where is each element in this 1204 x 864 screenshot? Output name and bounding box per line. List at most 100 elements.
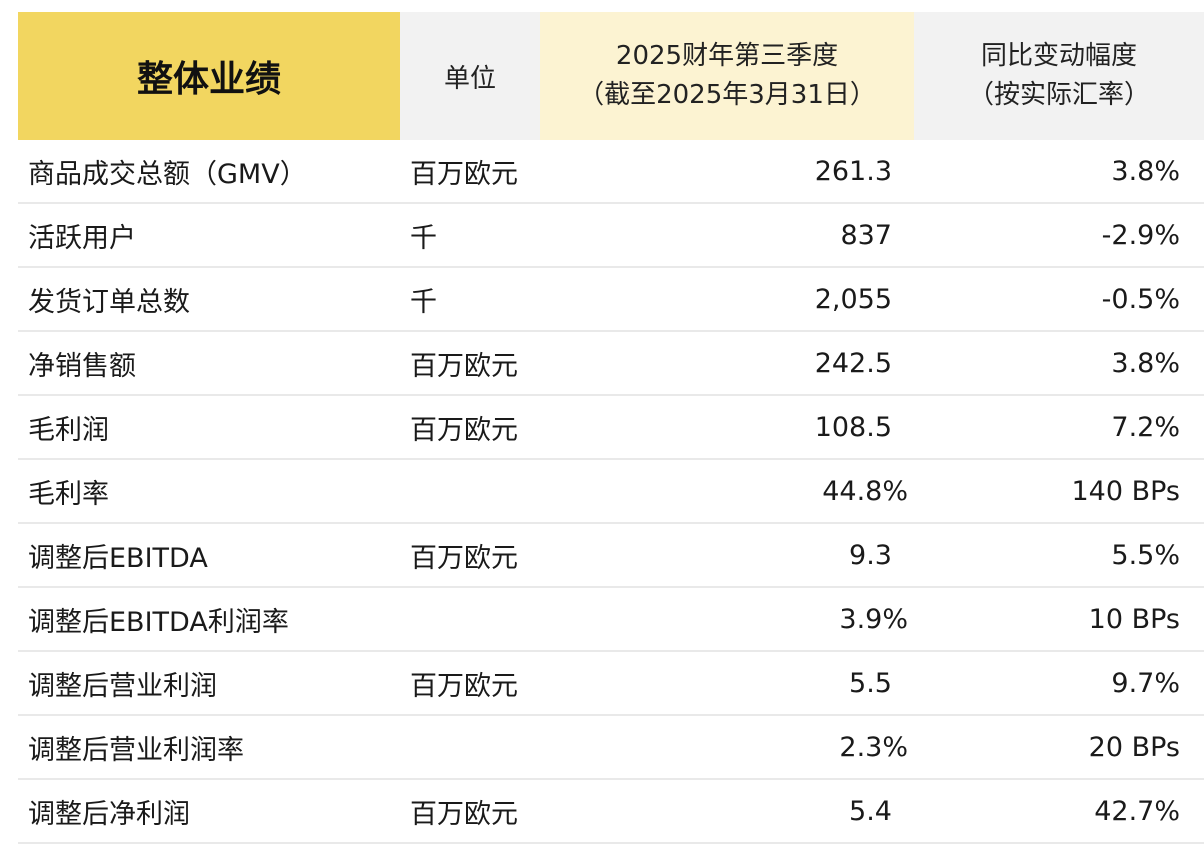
metric-unit-text: 百万欧元: [410, 414, 518, 446]
metric-value-text: 5.4: [849, 795, 892, 827]
metric-value-text: 9.3: [849, 539, 892, 571]
metric-yoy-text: 7.2%: [1111, 411, 1180, 443]
metric-label: 调整后净利润: [18, 780, 400, 842]
metric-yoy-text: -0.5%: [1101, 283, 1180, 315]
metric-unit: 千: [400, 204, 540, 266]
metric-yoy: 140 BPs: [914, 460, 1204, 522]
metric-label-text: 调整后EBITDA: [28, 542, 208, 574]
table-row: 毛利率 44.8% 140 BPs: [18, 460, 1204, 524]
metric-value: 242.5: [540, 332, 914, 394]
table-row: 活跃用户 千 837 -2.9%: [18, 204, 1204, 268]
table-title: 整体业绩: [18, 12, 400, 140]
metric-label: 毛利润: [18, 396, 400, 458]
metric-unit: 千: [400, 268, 540, 330]
metric-value: 5.4: [540, 780, 914, 842]
metric-unit: 百万欧元: [400, 332, 540, 394]
metric-unit: 百万欧元: [400, 396, 540, 458]
metric-unit-text: 千: [410, 286, 437, 318]
metric-unit-text: 百万欧元: [410, 350, 518, 382]
header-quarter-line2: （截至2025年3月31日）: [578, 80, 876, 110]
header-quarter: 2025财年第三季度 （截至2025年3月31日）: [540, 12, 914, 140]
table-row: 调整后营业利润 百万欧元 5.5 9.7%: [18, 652, 1204, 716]
metric-yoy-text: 9.7%: [1111, 667, 1180, 699]
table-header: 整体业绩 单位 2025财年第三季度 （截至2025年3月31日） 同比变动幅度…: [18, 12, 1204, 140]
metric-label-text: 净销售额: [28, 350, 136, 382]
table-row: 毛利润 百万欧元 108.5 7.2%: [18, 396, 1204, 460]
metric-value: 2,055: [540, 268, 914, 330]
metric-label: 发货订单总数: [18, 268, 400, 330]
metric-unit: [400, 716, 540, 778]
metric-unit: 百万欧元: [400, 140, 540, 202]
metric-label: 调整后营业利润率: [18, 716, 400, 778]
metric-label-text: 调整后EBITDA利润率: [28, 606, 289, 638]
metric-yoy: 9.7%: [914, 652, 1204, 714]
metric-yoy-text: 42.7%: [1094, 795, 1180, 827]
metric-label-text: 发货订单总数: [28, 286, 190, 318]
metric-value-text: 5.5: [849, 667, 892, 699]
metric-unit-text: 千: [410, 222, 437, 254]
metric-value-text: 108.5: [814, 411, 892, 443]
metric-yoy: 7.2%: [914, 396, 1204, 458]
table-row: 商品成交总额（GMV） 百万欧元 261.3 3.8%: [18, 140, 1204, 204]
metric-unit-text: 百万欧元: [410, 670, 518, 702]
table-row: 调整后EBITDA利润率 3.9% 10 BPs: [18, 588, 1204, 652]
metric-yoy-text: 20 BPs: [1088, 731, 1180, 763]
header-unit: 单位: [400, 12, 540, 140]
metric-label: 调整后EBITDA: [18, 524, 400, 586]
metric-value: 9.3: [540, 524, 914, 586]
metric-yoy: -0.5%: [914, 268, 1204, 330]
metric-value-text: 44.8%: [822, 475, 908, 507]
header-yoy-line1: 同比变动幅度: [980, 41, 1137, 71]
metric-label-text: 调整后营业利润率: [28, 734, 244, 766]
metric-yoy-text: -2.9%: [1101, 219, 1180, 251]
metric-yoy-text: 10 BPs: [1088, 603, 1180, 635]
metric-yoy: 3.8%: [914, 140, 1204, 202]
performance-table: 整体业绩 单位 2025财年第三季度 （截至2025年3月31日） 同比变动幅度…: [18, 12, 1204, 844]
table-body: 商品成交总额（GMV） 百万欧元 261.3 3.8% 活跃用户千 837 -2.9% 发货订…: [18, 140, 1204, 844]
table-row: 调整后净利润 百万欧元 5.4 42.7%: [18, 780, 1204, 844]
metric-value-text: 2,055: [814, 283, 892, 315]
header-yoy-line2: （按实际汇率）: [967, 80, 1150, 110]
metric-yoy-text: 5.5%: [1111, 539, 1180, 571]
table-row: 净销售额 百万欧元 242.5 3.8%: [18, 332, 1204, 396]
header-yoy: 同比变动幅度 （按实际汇率）: [914, 12, 1204, 140]
metric-yoy: 42.7%: [914, 780, 1204, 842]
metric-yoy: -2.9%: [914, 204, 1204, 266]
metric-unit: 百万欧元: [400, 524, 540, 586]
metric-label: 调整后EBITDA利润率: [18, 588, 400, 650]
metric-yoy: 20 BPs: [914, 716, 1204, 778]
metric-yoy: 5.5%: [914, 524, 1204, 586]
metric-label: 净销售额: [18, 332, 400, 394]
metric-unit: 百万欧元: [400, 652, 540, 714]
metric-label: 调整后营业利润: [18, 652, 400, 714]
table-row: 调整后EBITDA 百万欧元 9.3 5.5%: [18, 524, 1204, 588]
header-quarter-line1: 2025财年第三季度: [615, 41, 839, 71]
metric-label: 活跃用户: [18, 204, 400, 266]
table-row: 调整后营业利润率 2.3% 20 BPs: [18, 716, 1204, 780]
metric-yoy-text: 140 BPs: [1071, 475, 1180, 507]
metric-value: 2.3%: [540, 716, 914, 778]
metric-unit-text: 百万欧元: [410, 542, 518, 574]
metric-value: 837: [540, 204, 914, 266]
metric-label: 毛利率: [18, 460, 400, 522]
table-row: 发货订单总数 千 2,055 -0.5%: [18, 268, 1204, 332]
metric-unit: [400, 588, 540, 650]
metric-yoy: 3.8%: [914, 332, 1204, 394]
metric-unit-text: 百万欧元: [410, 158, 518, 190]
metric-unit: 百万欧元: [400, 780, 540, 842]
metric-label-text: 调整后营业利润: [28, 670, 217, 702]
metric-value-text: 261.3: [814, 155, 892, 187]
metric-yoy: 10 BPs: [914, 588, 1204, 650]
metric-value: 261.3: [540, 140, 914, 202]
metric-label-text: 活跃用户: [28, 222, 136, 254]
metric-value: 44.8%: [540, 460, 914, 522]
metric-label-text: 毛利润: [28, 414, 109, 446]
metric-value: 108.5: [540, 396, 914, 458]
metric-value-text: 242.5: [814, 347, 892, 379]
metric-value-text: 3.9%: [839, 603, 908, 635]
metric-unit: [400, 460, 540, 522]
metric-unit-text: 百万欧元: [410, 798, 518, 830]
metric-yoy-text: 3.8%: [1111, 347, 1180, 379]
metric-label-text: 商品成交总额（GMV）: [28, 158, 307, 190]
metric-label: 商品成交总额（GMV）: [18, 140, 400, 202]
